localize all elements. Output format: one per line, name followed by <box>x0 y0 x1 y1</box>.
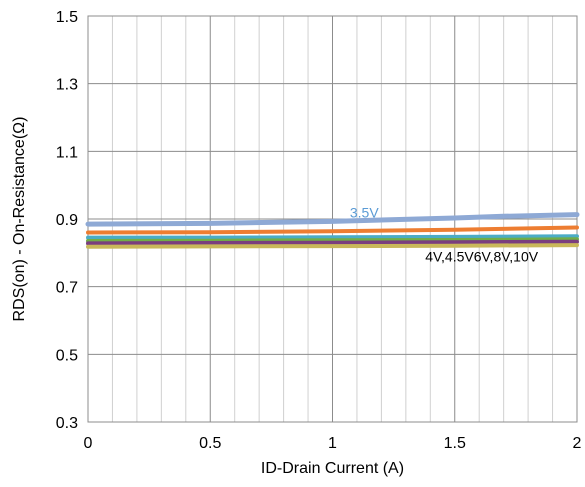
x-tick-label: 2 <box>573 435 582 452</box>
annotations: 3.5V 4V,4.5V6V,8V,10V <box>350 205 539 265</box>
y-tick-label: 0.9 <box>56 212 78 229</box>
series-line-2 <box>86 234 579 240</box>
y-tick-label: 1.5 <box>56 9 78 26</box>
y-tick-label: 0.5 <box>56 347 78 364</box>
x-tick-label: 0.5 <box>199 435 221 452</box>
series-line-4 <box>86 239 579 246</box>
series-line-1 <box>86 225 579 235</box>
series-line-3 <box>86 237 579 243</box>
plot-area-frame <box>87 15 578 423</box>
annotation-label-1: 4V,4.5V6V,8V,10V <box>425 248 539 264</box>
x-tick-label: 1.5 <box>444 435 466 452</box>
annotation-label-0: 3.5V <box>350 205 379 221</box>
y-tick-label: 1.1 <box>56 144 78 161</box>
x-tick-label: 1 <box>328 435 337 452</box>
x-axis-title: ID-Drain Current (A) <box>261 460 404 477</box>
x-tick-label: 0 <box>84 435 93 452</box>
series-line-0 <box>85 212 580 227</box>
y-tick-label: 0.3 <box>56 415 78 432</box>
series-line-5 <box>86 243 579 249</box>
series-group <box>85 212 580 249</box>
y-tick-label: 0.7 <box>56 280 78 297</box>
tick-labels: 0.3 0.5 0.7 0.9 1.1 1.3 1.5 0 0.5 1 1.5 2 <box>56 9 582 452</box>
y-axis-title: RDS(on) - On-Resistance(Ω) <box>11 117 28 322</box>
y-tick-label: 1.3 <box>56 77 78 94</box>
